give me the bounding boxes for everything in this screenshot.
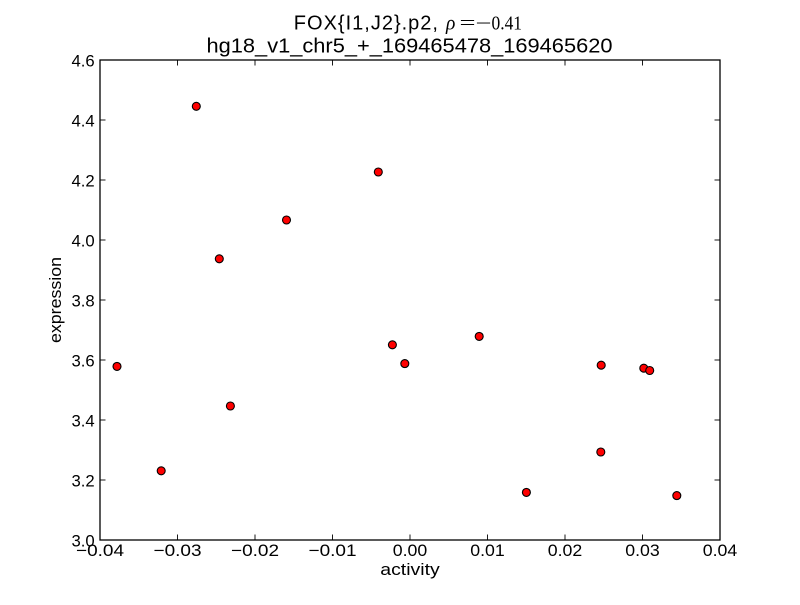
svg-text:hg18_v1_chr5_+_169465478_16946: hg18_v1_chr5_+_169465478_169465620 xyxy=(207,36,613,58)
svg-text:0.04: 0.04 xyxy=(703,541,738,560)
svg-text:3.2: 3.2 xyxy=(71,472,94,491)
svg-text:−0.02: −0.02 xyxy=(231,541,279,560)
svg-text:3.0: 3.0 xyxy=(71,532,94,551)
svg-text:4.4: 4.4 xyxy=(71,112,94,131)
svg-text:3.8: 3.8 xyxy=(71,292,94,311)
svg-text:4.2: 4.2 xyxy=(71,172,94,191)
svg-text:0.01: 0.01 xyxy=(470,541,505,560)
svg-text:−0.04: −0.04 xyxy=(76,541,124,560)
svg-text:0.03: 0.03 xyxy=(625,541,660,560)
svg-text:expression: expression xyxy=(46,257,65,343)
svg-text:activity: activity xyxy=(380,560,440,579)
svg-text:3.6: 3.6 xyxy=(71,352,94,371)
svg-text:4.0: 4.0 xyxy=(71,232,94,251)
svg-text:FOX{I1,J2}.p2,ρ=−0.41: FOX{I1,J2}.p2, ρ =−0.41 xyxy=(294,13,522,35)
svg-text:0.00: 0.00 xyxy=(393,541,428,560)
svg-text:4.6: 4.6 xyxy=(71,52,94,71)
svg-text:3.4: 3.4 xyxy=(71,412,94,431)
svg-text:0.02: 0.02 xyxy=(548,541,583,560)
svg-text:−0.01: −0.01 xyxy=(309,541,357,560)
svg-text:−0.03: −0.03 xyxy=(154,541,202,560)
